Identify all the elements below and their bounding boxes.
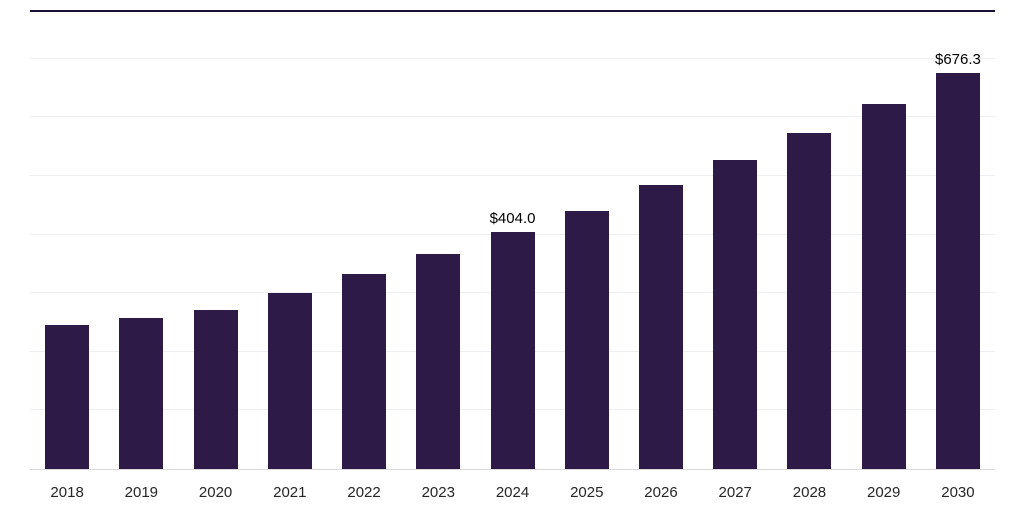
bar-slot-2021 [253,12,327,469]
bar-2021 [267,293,312,469]
x-tick-2018: 2018 [50,484,84,501]
chart-plot-area: $404.0 $676.3 [30,10,995,470]
bar-2029 [861,104,906,469]
bar-2026 [638,185,683,469]
x-tick-2019: 2019 [124,484,159,501]
bars-row: $404.0 $676.3 [30,12,995,469]
gridline-500 [30,175,995,177]
bar-2023 [416,253,461,469]
bar-slot-2027 [698,12,772,469]
x-tick-2026: 2026 [644,484,678,501]
bar-slot-2026 [624,12,698,469]
x-tick-2020: 2020 [198,484,233,501]
x-tick-2024: 2024 [495,484,530,501]
bar-slot-2028 [772,12,846,469]
x-tick-2021: 2021 [273,484,307,501]
bar-slot-2019 [104,12,178,469]
bar-2019 [119,317,164,469]
x-tick-2028: 2028 [792,484,827,501]
bar-2027 [713,159,758,469]
bar-slot-2023 [401,12,475,469]
bar-2024 [490,232,535,469]
x-tick-2030: 2030 [941,484,975,501]
bar-slot-2029 [847,12,921,469]
bar-slot-2018 [30,12,104,469]
bar-2020 [193,309,238,469]
bar-slot-2020 [178,12,252,469]
bar-value-label-2024: $404.0 [489,210,536,228]
bar-value-label-2030: $676.3 [934,50,981,68]
gridline-700 [30,57,995,59]
x-tick-2029: 2029 [867,484,901,501]
bar-2028 [787,132,832,469]
bar-2030 [935,72,980,469]
bar-slot-2025 [550,12,624,469]
bar-2018 [45,324,90,469]
x-tick-2023: 2023 [421,484,455,501]
gridline-600 [30,116,995,118]
x-tick-2025: 2025 [570,484,604,501]
bar-slot-2024: $404.0 [475,12,549,469]
bar-slot-2030: $676.3 [921,12,995,469]
x-tick-2022: 2022 [347,484,381,501]
bar-2025 [564,211,609,469]
x-axis: 2018 2019 2020 2021 2022 2023 2024 2025 2026 2027… [30,482,995,504]
bar-2022 [342,273,387,469]
x-tick-2027: 2027 [718,484,752,501]
bar-slot-2022 [327,12,401,469]
